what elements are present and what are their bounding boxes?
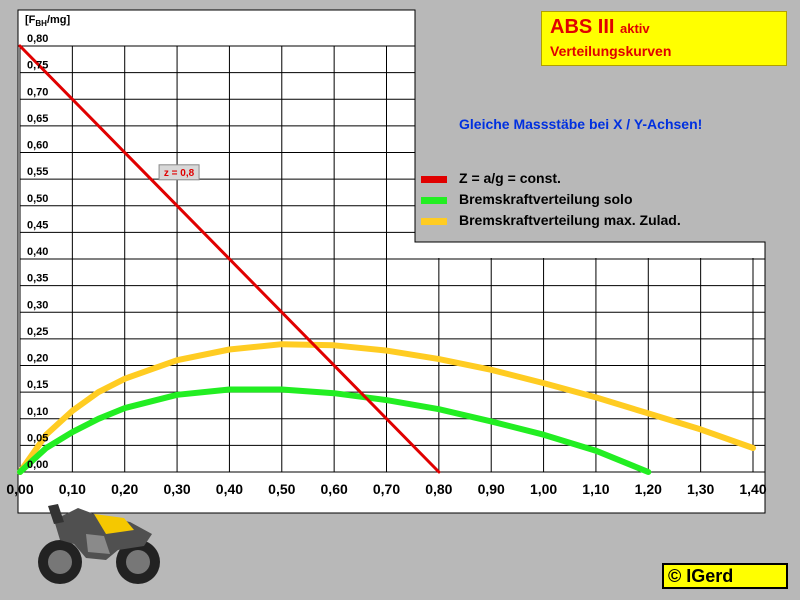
x-tick-labels: 0,00 0,10 0,20 0,30 0,40 0,50 0,60 0,70 0,80 0,90… — [6, 481, 766, 497]
x-tick-label-2: 0,20 — [111, 481, 138, 497]
y-tick-label-5: 0,25 — [27, 326, 48, 338]
x-tick-label-4: 0,40 — [216, 481, 243, 497]
y-tick-label-4: 0,20 — [27, 353, 48, 365]
legend-label-z: Z = a/g = const. — [459, 170, 561, 186]
x-tick-label-11: 1,10 — [582, 481, 609, 497]
x-tick-label-13: 1,30 — [687, 481, 714, 497]
annotation-text: z = 0,8 — [164, 168, 195, 179]
series-line-2 — [17, 341, 756, 475]
series-line-1 — [17, 386, 652, 475]
chart-title: ABS III aktiv — [550, 16, 650, 38]
annotation-z: z = 0,8 — [158, 164, 200, 181]
x-tick-label-9: 0,90 — [478, 481, 505, 497]
y-tick-label-13: 0,65 — [27, 113, 48, 125]
x-tick-label-6: 0,60 — [321, 481, 348, 497]
y-tick-label-12: 0,60 — [27, 140, 48, 152]
legend-swatch-solo — [421, 197, 447, 204]
y-tick-label-0: 0,00 — [27, 459, 48, 471]
y-tick-label-11: 0,55 — [27, 166, 48, 178]
series-line-0 — [18, 44, 441, 474]
motorcycle-logo — [38, 504, 160, 584]
copyright-badge: © IGerd — [662, 563, 788, 589]
y-tick-label-9: 0,45 — [27, 219, 48, 231]
x-tick-label-14: 1,40 — [739, 481, 766, 497]
grid-layer — [19, 45, 765, 473]
legend-swatch-zulad — [421, 218, 447, 225]
y-tick-label-14: 0,70 — [27, 86, 48, 98]
scale-note: Gleiche Massstäbe bei X / Y-Achsen! — [459, 116, 703, 132]
annotation-box — [158, 164, 200, 181]
y-axis-label: [FBH/mg] — [25, 14, 71, 28]
y-tick-label-6: 0,30 — [27, 299, 48, 311]
y-tick-label-3: 0,15 — [27, 379, 48, 391]
y-tick-label-1: 0,05 — [27, 432, 48, 444]
y-tick-label-8: 0,40 — [27, 246, 48, 258]
y-tick-label-10: 0,50 — [27, 193, 48, 205]
y-tick-labels: 0,00 0,05 0,10 0,15 0,20 0,25 0,30 0,35 0,40 0,45… — [27, 33, 48, 471]
y-tick-label-15: 0,75 — [27, 60, 48, 72]
x-tick-label-5: 0,50 — [268, 481, 295, 497]
plot-area — [17, 9, 766, 514]
legend-label-solo: Bremskraftverteilung solo — [459, 191, 633, 207]
x-tick-label-3: 0,30 — [163, 481, 190, 497]
series-layer — [17, 44, 756, 475]
x-tick-label-10: 1,00 — [530, 481, 557, 497]
x-tick-label-0: 0,00 — [6, 481, 33, 497]
legend-label-zulad: Bremskraftverteilung max. Zulad. — [459, 212, 681, 228]
title-box: ABS III aktiv Verteilungskurven — [541, 11, 787, 66]
y-tick-label-2: 0,10 — [27, 406, 48, 418]
y-tick-label-7: 0,35 — [27, 273, 48, 285]
x-tick-label-12: 1,20 — [635, 481, 662, 497]
x-tick-label-7: 0,70 — [373, 481, 400, 497]
chart-subtitle: Verteilungskurven — [550, 43, 672, 59]
x-tick-label-8: 0,80 — [425, 481, 452, 497]
x-tick-label-1: 0,10 — [59, 481, 86, 497]
y-tick-label-16: 0,80 — [27, 33, 48, 45]
legend-swatch-z — [421, 176, 447, 183]
